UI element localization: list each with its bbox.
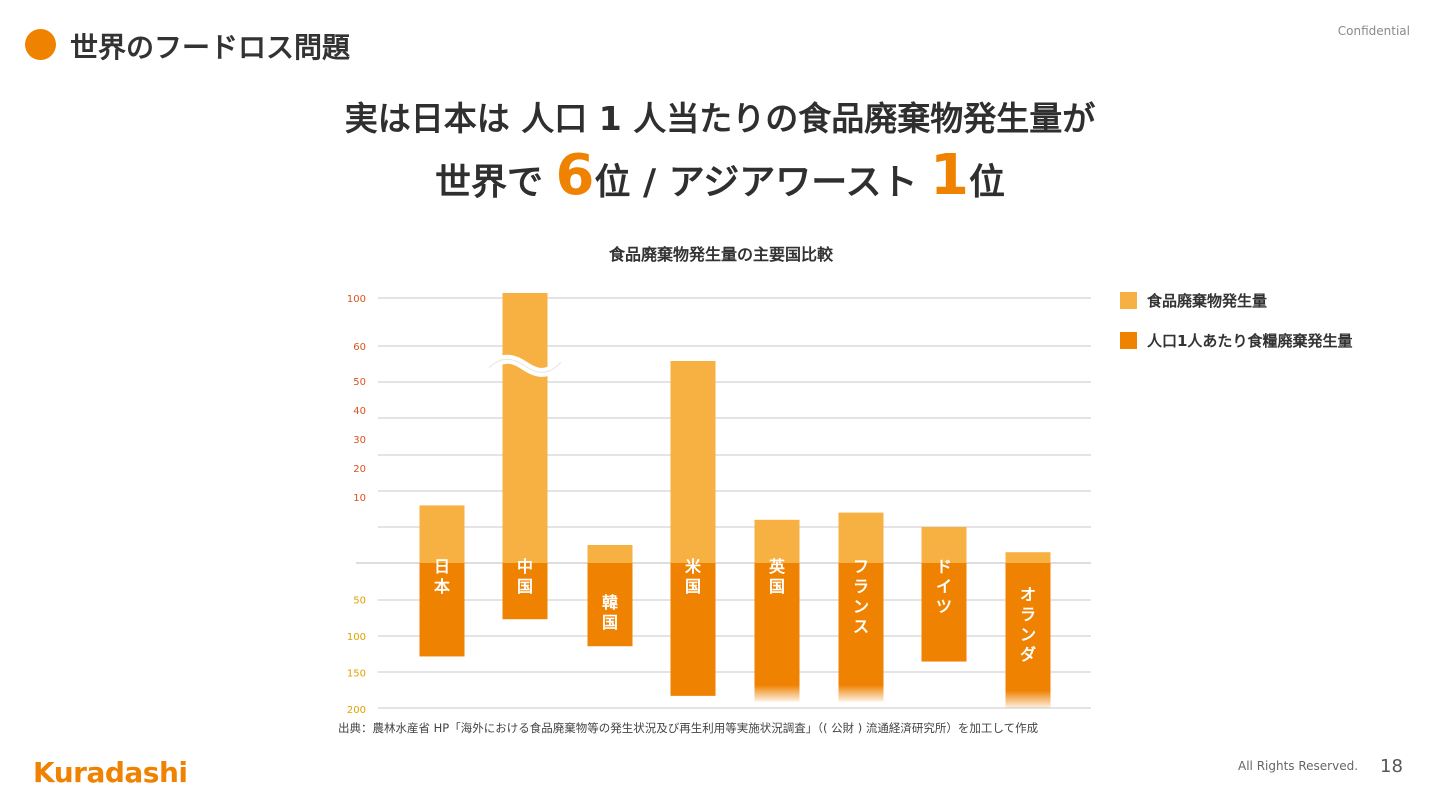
- bar-total-5: [754, 519, 800, 563]
- category-label-char: ラ: [853, 577, 869, 596]
- category-label-3: 韓国: [602, 593, 618, 632]
- rights-text: All Rights Reserved.: [1238, 759, 1359, 773]
- section-title: 世界のフードロス問題: [70, 31, 351, 64]
- section-marker-dot: [25, 29, 56, 60]
- bar-per-capita-2: [502, 563, 548, 620]
- source-note: 出典：農林水産省 HP「海外における食品廃棄物等の発生状況及び再生利用等実施状況…: [338, 721, 1039, 735]
- category-label-char: オ: [1020, 585, 1036, 604]
- category-label-char: イ: [936, 577, 952, 596]
- category-label-char: ダ: [1020, 645, 1036, 664]
- legend-swatch-total: [1120, 291, 1137, 309]
- bar-per-capita-3: [587, 563, 633, 647]
- category-label-char: 国: [602, 613, 618, 632]
- category-label-5: 英国: [768, 557, 786, 596]
- bar-per-capita-1: [419, 563, 465, 657]
- kuradashi-logo: Kuradashi: [33, 756, 188, 789]
- bar-per-capita-4: [670, 563, 716, 696]
- bar-per-capita-8: [1005, 563, 1051, 708]
- chart-legend: 食品廃棄物発生量 人口1人あたり食糧廃棄発生量: [1120, 290, 1352, 370]
- y-tick-label-lower: 200: [347, 705, 366, 716]
- headline-line-1: 実は日本は 人口 1 人当たりの食品廃棄物発生量が: [344, 99, 1096, 138]
- category-label-4: 米国: [685, 557, 702, 596]
- headline-text-mid: 位 / アジアワースト: [594, 162, 931, 203]
- y-tick-label-upper: 30: [353, 435, 366, 446]
- category-label-char: ス: [853, 617, 869, 636]
- category-label-char: フ: [853, 557, 869, 576]
- y-tick-label-upper: 40: [353, 406, 366, 417]
- rank-asia-number: 1: [930, 143, 969, 208]
- category-label-char: ド: [936, 557, 952, 576]
- category-label-char: 国: [685, 577, 701, 596]
- category-label-char: 韓: [602, 593, 618, 612]
- bar-total-4: [670, 361, 716, 563]
- category-label-char: 英: [768, 557, 786, 576]
- page-number: 18: [1380, 756, 1403, 777]
- category-label-char: 米: [685, 557, 702, 576]
- y-tick-label-lower: 100: [347, 632, 366, 643]
- headline-text-post: 位: [968, 162, 1005, 203]
- bar-total-7: [921, 527, 967, 563]
- bar-per-capita-5: [754, 563, 800, 702]
- category-label-char: 中: [517, 557, 533, 576]
- category-label-1: 日本: [434, 557, 450, 596]
- bar-total-8: [1005, 552, 1051, 563]
- y-tick-label-upper: 10: [353, 493, 366, 504]
- headline-line-2: 世界で 6位 / アジアワースト 1位: [0, 148, 1440, 205]
- bar-total-6: [838, 512, 884, 563]
- legend-label-total: 食品廃棄物発生量: [1147, 291, 1268, 310]
- legend-item-total: 食品廃棄物発生量: [1120, 290, 1352, 310]
- headline-text-pre: 世界で: [434, 162, 556, 203]
- category-label-7: ドイツ: [936, 557, 952, 616]
- bar-total-3: [587, 545, 633, 563]
- legend-swatch-per-capita: [1120, 331, 1137, 349]
- category-label-char: ラ: [1020, 605, 1036, 624]
- y-tick-label-lower: 150: [347, 669, 366, 680]
- chart-title: 食品廃棄物発生量の主要国比較: [608, 245, 834, 264]
- legend-label-per-capita: 人口1人あたり食糧廃棄発生量: [1147, 331, 1353, 350]
- y-tick-label-upper: 20: [353, 464, 366, 475]
- y-tick-label-upper: 60: [353, 342, 366, 353]
- rank-world-number: 6: [555, 143, 595, 208]
- bar-total-1: [419, 505, 465, 563]
- y-tick-label-upper: 50: [353, 377, 366, 388]
- category-label-char: 本: [434, 577, 450, 596]
- y-tick-label-lower: 50: [353, 596, 366, 607]
- category-label-char: ン: [1020, 625, 1036, 644]
- confidential-label: Confidential: [1337, 24, 1410, 38]
- bar-total-2: [502, 293, 548, 563]
- category-label-2: 中国: [517, 557, 533, 596]
- bar-per-capita-7: [921, 563, 967, 662]
- category-label-char: ン: [853, 597, 869, 616]
- y-tick-label-upper: 100: [347, 294, 366, 305]
- category-label-char: 国: [769, 577, 785, 596]
- legend-item-per-capita: 人口1人あたり食糧廃棄発生量: [1120, 330, 1352, 350]
- category-label-char: 日: [434, 557, 450, 576]
- bar-per-capita-6: [838, 563, 884, 702]
- category-label-char: 国: [517, 577, 533, 596]
- axis-break-outline: [488, 358, 562, 373]
- category-label-char: ツ: [936, 597, 952, 616]
